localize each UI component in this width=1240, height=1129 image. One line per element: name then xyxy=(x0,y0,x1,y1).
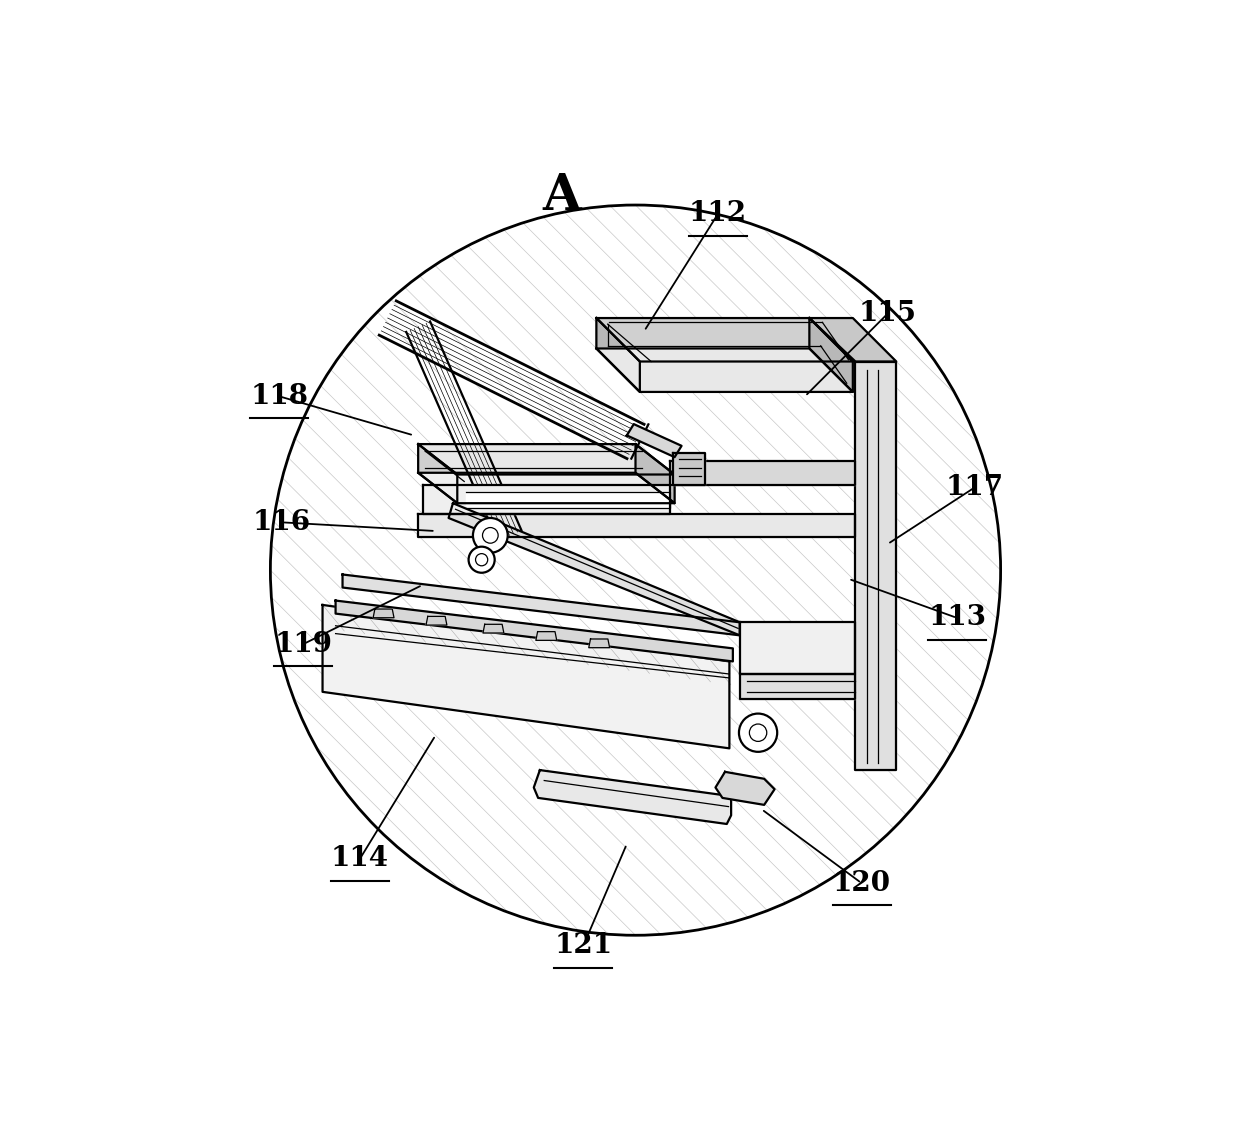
Polygon shape xyxy=(740,674,856,699)
Polygon shape xyxy=(418,444,458,504)
Polygon shape xyxy=(596,349,853,392)
Text: A: A xyxy=(542,172,582,221)
Polygon shape xyxy=(715,772,775,805)
Polygon shape xyxy=(810,318,853,392)
Polygon shape xyxy=(810,318,897,361)
Polygon shape xyxy=(418,514,856,537)
Text: 114: 114 xyxy=(331,846,389,873)
Polygon shape xyxy=(418,444,675,474)
Polygon shape xyxy=(589,639,610,648)
Polygon shape xyxy=(484,624,503,633)
Text: 112: 112 xyxy=(689,200,748,227)
Text: 118: 118 xyxy=(250,383,308,410)
Text: 115: 115 xyxy=(858,300,916,327)
Polygon shape xyxy=(373,609,394,618)
Polygon shape xyxy=(466,492,671,508)
Polygon shape xyxy=(533,770,732,824)
Circle shape xyxy=(472,518,507,553)
Circle shape xyxy=(739,714,777,752)
Polygon shape xyxy=(336,601,733,662)
Polygon shape xyxy=(856,361,897,770)
Text: 116: 116 xyxy=(253,509,311,536)
Polygon shape xyxy=(596,318,640,392)
Text: 117: 117 xyxy=(945,474,1003,501)
Polygon shape xyxy=(449,504,740,636)
Text: 120: 120 xyxy=(832,869,890,896)
Polygon shape xyxy=(322,605,729,749)
Polygon shape xyxy=(536,631,557,640)
Polygon shape xyxy=(626,425,682,457)
Text: 113: 113 xyxy=(929,604,986,631)
Polygon shape xyxy=(423,485,671,514)
Polygon shape xyxy=(342,575,740,636)
Text: 121: 121 xyxy=(554,933,613,960)
Polygon shape xyxy=(740,622,856,674)
Polygon shape xyxy=(671,462,856,485)
Polygon shape xyxy=(418,473,675,504)
Polygon shape xyxy=(635,444,675,504)
Polygon shape xyxy=(596,318,853,361)
Polygon shape xyxy=(673,453,706,485)
Circle shape xyxy=(469,546,495,572)
Text: 119: 119 xyxy=(274,630,332,657)
Polygon shape xyxy=(427,616,446,625)
